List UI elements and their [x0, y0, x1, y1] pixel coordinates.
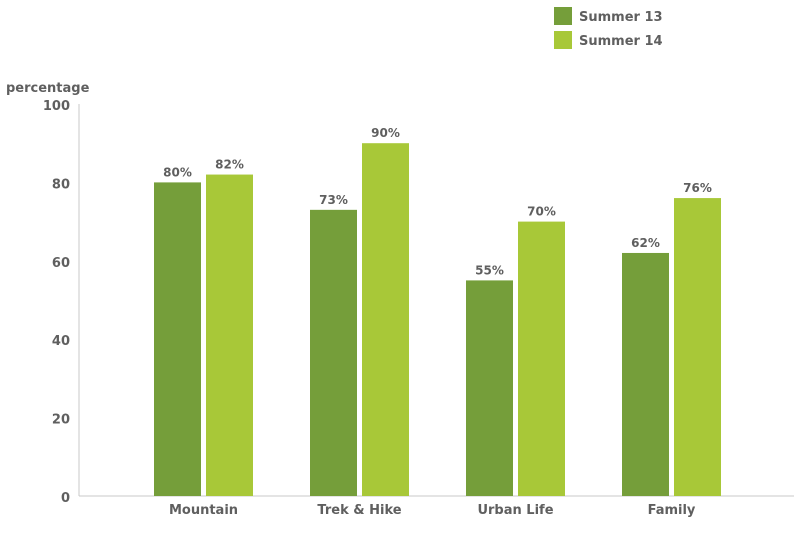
bar-summer-13 [310, 209, 357, 496]
legend-label: Summer 13 [579, 10, 663, 25]
bar-value-label: 73% [319, 193, 348, 207]
y-tick-label: 80 [52, 177, 70, 192]
bar-summer-14 [362, 143, 409, 496]
bar-summer-13 [154, 182, 201, 496]
bar-summer-13 [466, 280, 513, 496]
legend: Summer 13 Summer 14 [554, 7, 663, 49]
y-tick-label: 20 [52, 413, 70, 428]
y-tick-label: 40 [52, 334, 70, 349]
bar-summer-14 [518, 221, 565, 496]
x-category-label: Family [648, 503, 696, 518]
legend-swatch [554, 31, 572, 49]
legend-label: Summer 14 [579, 34, 663, 49]
bar-summer-13 [622, 252, 669, 496]
bar-value-label: 90% [371, 126, 400, 140]
legend-swatch [554, 7, 572, 25]
x-axis-categories: Mountain Trek & Hike Urban Life Family [169, 503, 696, 518]
y-tick-label: 0 [61, 491, 70, 506]
y-tick-label: 60 [52, 256, 70, 271]
bars: 80% 82% 73% 90% 55% 70% 62% 76% [154, 126, 721, 496]
bar-summer-14 [206, 174, 253, 496]
bar-value-label: 82% [215, 158, 244, 172]
x-category-label: Urban Life [477, 503, 553, 518]
y-axis-ticks: 0 20 40 60 80 100 [43, 99, 70, 506]
y-axis-label: percentage [6, 81, 90, 96]
bar-value-label: 55% [475, 263, 504, 277]
bar-value-label: 76% [683, 181, 712, 195]
bar-summer-14 [674, 198, 721, 496]
bar-value-label: 70% [527, 205, 556, 219]
bar-value-label: 62% [631, 236, 660, 250]
x-category-label: Mountain [169, 503, 238, 518]
bar-value-label: 80% [163, 165, 192, 179]
y-tick-label: 100 [43, 99, 70, 114]
x-category-label: Trek & Hike [317, 503, 401, 518]
